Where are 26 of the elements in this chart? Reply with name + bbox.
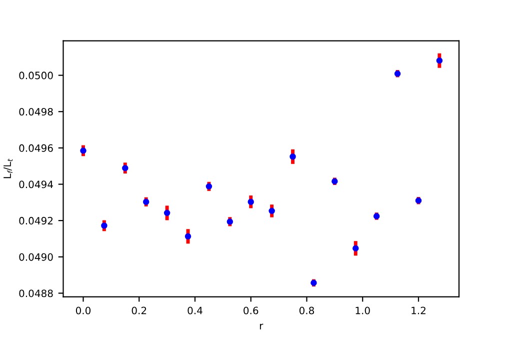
point (268, 208, 275, 214)
x-tick-label: 0.0 (76, 306, 91, 314)
y-tick-label: 0.0496 (19, 144, 53, 152)
point (80, 148, 86, 154)
y-tick-label: 0.0492 (19, 216, 53, 224)
y-tick-label: 0.0494 (19, 180, 53, 188)
point (290, 154, 296, 160)
y-tick-label: 0.0490 (19, 253, 53, 261)
x-tick-label: 1.0 (356, 306, 370, 314)
point (248, 198, 254, 205)
x-tick-label: 0.4 (188, 306, 202, 314)
x-axis-title: r (260, 324, 264, 330)
point (352, 245, 359, 252)
y-tick-label: 0.0488 (19, 290, 53, 298)
y-tick-label: 0.0498 (19, 108, 53, 116)
point (436, 57, 443, 64)
point (122, 164, 128, 172)
point (164, 210, 170, 216)
x-tick-label: 0.8 (299, 306, 314, 314)
point (184, 233, 192, 240)
y-tick-label: 0.0500 (19, 72, 53, 80)
x-tick-label: 1.2 (412, 306, 426, 314)
y-axis-title: L$_{f}$/L$_{t}$ (4, 158, 13, 178)
x-tick-label: 0.2 (132, 306, 146, 314)
x-tick-label: 0.6 (244, 306, 258, 314)
point (101, 222, 108, 229)
